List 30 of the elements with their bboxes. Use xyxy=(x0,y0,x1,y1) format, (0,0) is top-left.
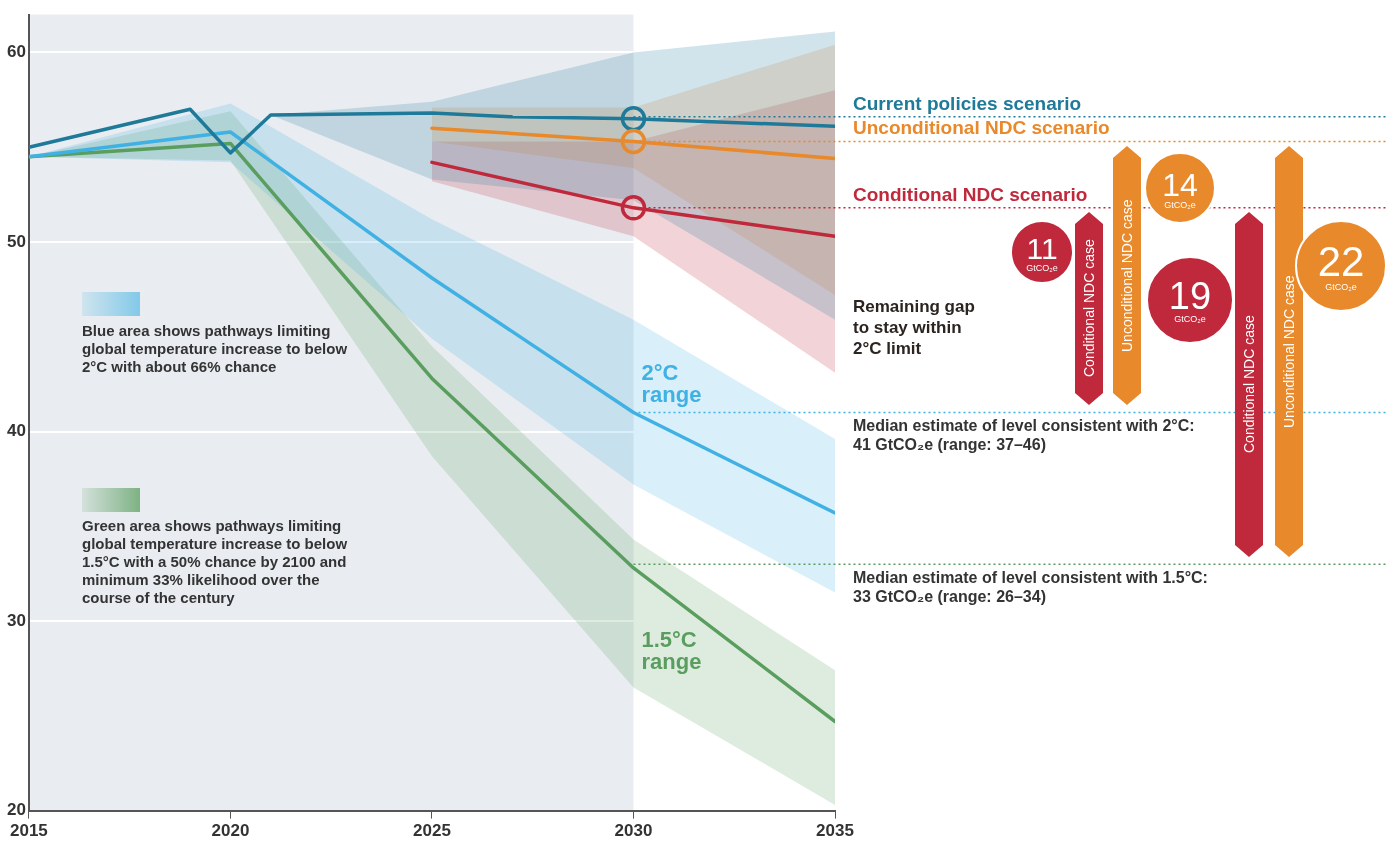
text: Conditional NDC case xyxy=(1080,238,1098,380)
text: 22 GtCO₂e xyxy=(1317,237,1365,292)
point xyxy=(620,128,647,155)
x-tick-label: 2015 xyxy=(10,821,48,841)
text: Remaining gap to stay within 2°C limit xyxy=(853,296,976,359)
y-tick-label: 50 xyxy=(6,231,26,251)
y-tick-label: 60 xyxy=(6,42,26,62)
y-tick-label: 20 xyxy=(6,800,26,820)
ref-line-label: Unconditional NDC scenario xyxy=(853,117,1110,139)
annotation: Blue area shows pathways limiting global temperature increase to below 2°C with about 66% chance xyxy=(82,322,349,376)
series-label: 1.5°C range xyxy=(641,627,702,675)
annotation: Green area shows pathways limiting global temperature increase to below 1.5°C with a 50% chance by 2100 and minimum 33% likelihood over the course of the century xyxy=(82,517,349,607)
text: Unconditional NDC case xyxy=(1280,274,1298,430)
text: 14 GtCO₂e xyxy=(1161,166,1199,210)
x-tick-label: 2030 xyxy=(614,821,653,841)
x-tick-label: 2035 xyxy=(816,821,854,841)
y-tick-label: 40 xyxy=(6,421,26,441)
point xyxy=(620,195,647,221)
x-tick-label: 2025 xyxy=(413,821,451,841)
text: 11 GtCO₂e xyxy=(1025,232,1059,273)
ref-line-label: Median estimate of level consistent with 2°C: 41 GtCO₂e (range: 37–46) xyxy=(853,416,1195,453)
text: Unconditional NDC case xyxy=(1118,198,1136,354)
y-tick-label: 30 xyxy=(6,610,26,630)
ref-line-label: Current policies scenario xyxy=(853,92,1082,114)
text: Conditional NDC case xyxy=(1240,314,1258,456)
series-label: 2°C range xyxy=(641,359,702,407)
ref-line-label: Conditional NDC scenario xyxy=(853,183,1088,205)
ref-line-label: Median estimate of level consistent with 1.5°C: 33 GtCO₂e (range: 26–34) xyxy=(853,568,1208,605)
text: 19 GtCO₂e xyxy=(1167,275,1213,325)
x-tick-label: 2020 xyxy=(211,821,250,841)
